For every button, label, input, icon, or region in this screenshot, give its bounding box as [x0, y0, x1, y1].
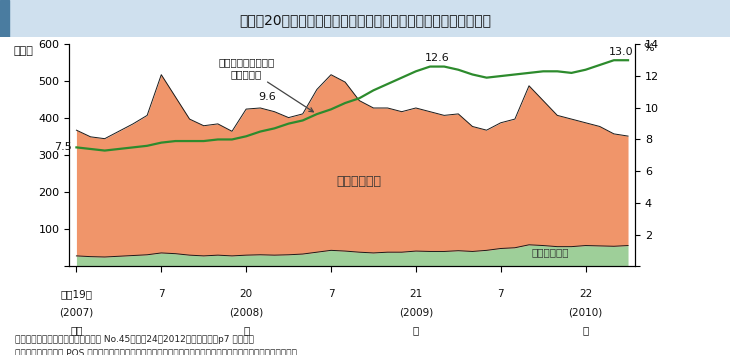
Text: 9.6: 9.6	[258, 92, 276, 102]
Bar	[0, 0, 9, 37]
Text: (2010): (2010)	[569, 307, 603, 317]
Text: 資料：農林水産政策研究所レビュー No.45（平成24（2012）年１月）、p7 から引用: 資料：農林水産政策研究所レビュー No.45（平成24（2012）年１月）、p7…	[15, 335, 253, 344]
Text: 7: 7	[328, 289, 334, 299]
Text: 21: 21	[410, 289, 423, 299]
Text: (2007): (2007)	[59, 307, 93, 317]
Text: 国産表示なし: 国産表示なし	[337, 175, 382, 188]
Text: １: １	[583, 325, 588, 335]
Text: 7.5: 7.5	[55, 142, 72, 152]
Text: 7: 7	[158, 289, 164, 299]
Text: １: １	[243, 325, 249, 335]
Text: 百万円: 百万円	[13, 46, 33, 56]
Text: 20: 20	[239, 289, 253, 299]
Text: %: %	[644, 43, 655, 53]
Text: 22: 22	[579, 289, 592, 299]
Text: 国産表示あり: 国産表示あり	[531, 247, 569, 257]
Text: 図１－20　豆腐製品の販売額と国産表示のある製品の割合の推移: 図１－20 豆腐製品の販売額と国産表示のある製品の割合の推移	[239, 13, 491, 27]
Text: (2008): (2008)	[229, 307, 264, 317]
Text: 平成19年: 平成19年	[61, 289, 93, 299]
Text: 12.6: 12.6	[425, 53, 450, 62]
Text: 13.0: 13.0	[609, 47, 633, 57]
Text: (2009): (2009)	[399, 307, 433, 317]
Text: 注：地域業態は日経 POS データに収録されている全国スーパー。対象商品は木綿豆腐、絹ごし豆腐・ソフト豆腐: 注：地域業態は日経 POS データに収録されている全国スーパー。対象商品は木綿豆…	[15, 349, 296, 355]
Text: 国産表示ありの割合
（右目盛）: 国産表示ありの割合 （右目盛）	[218, 58, 313, 112]
Text: 7: 7	[497, 289, 504, 299]
Text: １: １	[412, 325, 419, 335]
Text: １月: １月	[70, 325, 82, 335]
